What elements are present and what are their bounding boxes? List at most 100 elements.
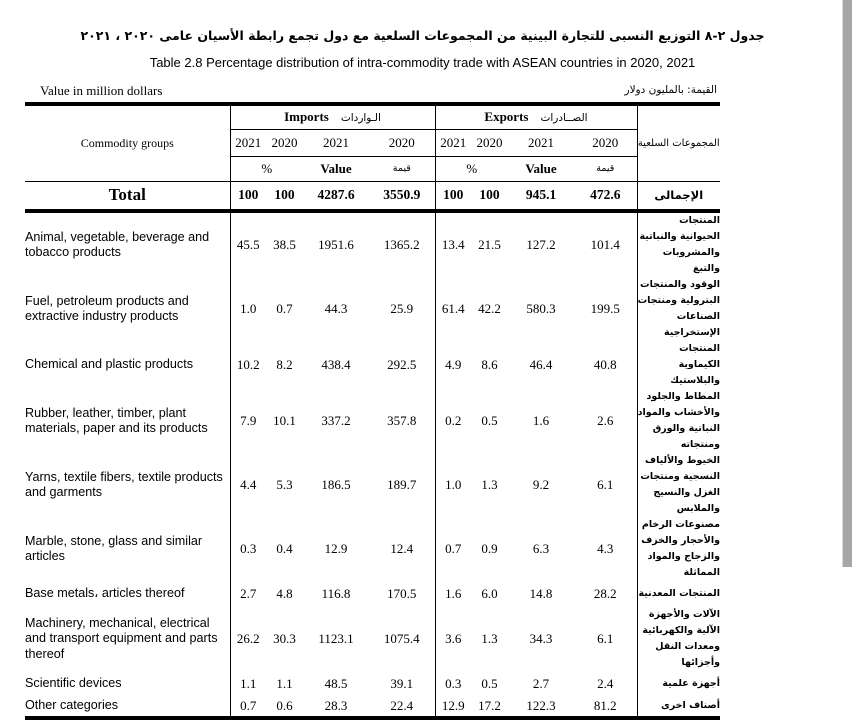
cell: 6.1 [597, 477, 614, 492]
table-row: Other categories 0.7 0.6 28.3 22.4 12.9 … [25, 696, 720, 720]
cell: 6.1 [597, 631, 614, 646]
percent-label: % [229, 155, 303, 181]
table-row: Marble, stone, glass and similar article… [25, 517, 720, 581]
cell: 7.9 [229, 389, 266, 453]
imports-label-ar: الـواردات [340, 112, 381, 125]
commodity-name-ar: الوقود والمنتجات البترولية ومنتجات الصنا… [636, 277, 720, 341]
year-header: 2020 [369, 128, 435, 156]
total-value: 472.6 [574, 180, 637, 213]
cell: 1951.6 [318, 237, 354, 252]
cell: 170.5 [387, 586, 417, 601]
cell: 580.3 [526, 301, 556, 316]
cell: 6.3 [532, 541, 550, 556]
cell: 0.7 [276, 301, 293, 316]
year-header: 2021 [434, 128, 471, 156]
cell: 101.4 [590, 237, 620, 252]
table-row: Scientific devices 1.1 1.1 48.5 39.1 0.3… [25, 671, 720, 696]
commodity-name-en: Marble, stone, glass and similar article… [25, 533, 203, 564]
cell: 357.8 [387, 413, 417, 428]
cell: 48.5 [324, 675, 348, 691]
cell: 0.9 [481, 541, 498, 556]
table-row: Fuel, petroleum products and extractive … [25, 277, 720, 341]
cell: 10.1 [273, 413, 296, 428]
cell: 1365.2 [383, 237, 420, 252]
cell: 30.3 [273, 631, 296, 646]
table-row: Machinery, mechanical, electrical and tr… [25, 607, 720, 671]
cell: 12.9 [324, 541, 348, 556]
cell: 0.5 [481, 413, 498, 428]
year-header: 2021 [229, 128, 266, 156]
total-label-ar: الإجمالى [636, 180, 720, 213]
cell: 45.5 [229, 211, 266, 277]
header-row-groups: Commodity groups Imports الـواردات Export… [25, 102, 720, 181]
cell: 0.3 [229, 517, 266, 581]
cell: 1.3 [481, 631, 498, 646]
cell: 28.2 [593, 586, 617, 601]
total-value: 100 [229, 180, 266, 213]
cell: 2.6 [597, 413, 614, 428]
cell: 199.5 [590, 301, 620, 316]
cell: 26.2 [229, 607, 266, 671]
cell: 22.4 [369, 696, 435, 720]
cell: 4.4 [229, 453, 266, 517]
value-label-ar: قيمة [369, 155, 435, 181]
cell: 8.2 [276, 357, 293, 372]
cell: 6.0 [481, 586, 498, 601]
commodity-name-ar: أجهزة علمية [636, 671, 720, 696]
commodity-name-en: Scientific devices [25, 675, 122, 690]
cell: 39.1 [390, 675, 414, 691]
commodity-name-ar: أصناف اخرى [636, 696, 720, 720]
cell: 292.5 [387, 357, 417, 372]
cell: 4.8 [276, 586, 293, 601]
cell: 10.2 [229, 341, 266, 389]
commodity-name-en: Fuel, petroleum products and extractive … [25, 293, 189, 324]
total-value: 945.1 [508, 180, 574, 213]
cell: 122.3 [508, 696, 574, 720]
commodity-groups-header-en: Commodity groups [25, 102, 230, 181]
cell: 337.2 [321, 413, 351, 428]
total-value: 3550.9 [369, 180, 435, 213]
commodity-name-ar: الآلات والأجهزة الآلية والكهربائية ومعدا… [636, 607, 720, 671]
cell: 0.5 [481, 675, 498, 691]
table-row: Chemical and plastic products 10.2 8.2 4… [25, 341, 720, 389]
title-english: Table 2.8 Percentage distribution of int… [149, 55, 696, 70]
cell: 12.4 [390, 541, 414, 556]
year-header: 2020 [471, 128, 508, 156]
cell: 1075.4 [383, 631, 420, 646]
cell: 1.0 [229, 277, 266, 341]
commodity-name-en: Yarns, textile fibers, textile products … [25, 469, 223, 500]
cell: 61.4 [434, 277, 471, 341]
table-row: Rubber, leather, timber, plant materials… [25, 389, 720, 453]
cell: 40.8 [593, 357, 617, 372]
year-header: 2021 [508, 128, 574, 156]
cell: 116.8 [321, 586, 351, 601]
cell: 28.3 [303, 696, 369, 720]
cell: 4.3 [597, 541, 614, 556]
cell: 9.2 [532, 477, 550, 492]
cell: 1.6 [532, 413, 550, 428]
cell: 44.3 [324, 301, 348, 316]
title-arabic: جدول ٢-٨ التوزيع النسبى للتجارة البينية … [80, 28, 765, 43]
cell: 2.7 [229, 581, 266, 607]
cell: 0.7 [434, 517, 471, 581]
cell: 1.3 [481, 477, 498, 492]
cell: 1.1 [276, 675, 293, 691]
cell: 2.7 [532, 675, 550, 691]
table-row: Base metals، articles thereof 2.7 4.8 11… [25, 581, 720, 607]
exports-label-ar: الصــادرات [540, 112, 588, 125]
unit-label-arabic: القيمة: بالمليون دولار [624, 84, 718, 96]
table-row: Yarns, textile fibers, textile products … [25, 453, 720, 517]
total-value: 100 [434, 180, 471, 213]
header-row-years: 2021 2020 2021 2020 2021 2020 2021 2020 [25, 128, 720, 156]
commodity-name-en: Machinery, mechanical, electrical and tr… [25, 615, 218, 661]
commodity-name-en: Animal, vegetable, beverage and tobacco … [25, 229, 210, 260]
cell: 0.7 [229, 696, 266, 720]
cell: 0.2 [434, 389, 471, 453]
cell: 17.2 [471, 696, 508, 720]
cell: 21.5 [478, 237, 501, 252]
cell: 38.5 [273, 237, 296, 252]
cell: 1.0 [434, 453, 471, 517]
percent-label: % [434, 155, 508, 181]
vertical-scrollbar[interactable] [842, 0, 852, 567]
cell: 2.4 [597, 675, 614, 691]
